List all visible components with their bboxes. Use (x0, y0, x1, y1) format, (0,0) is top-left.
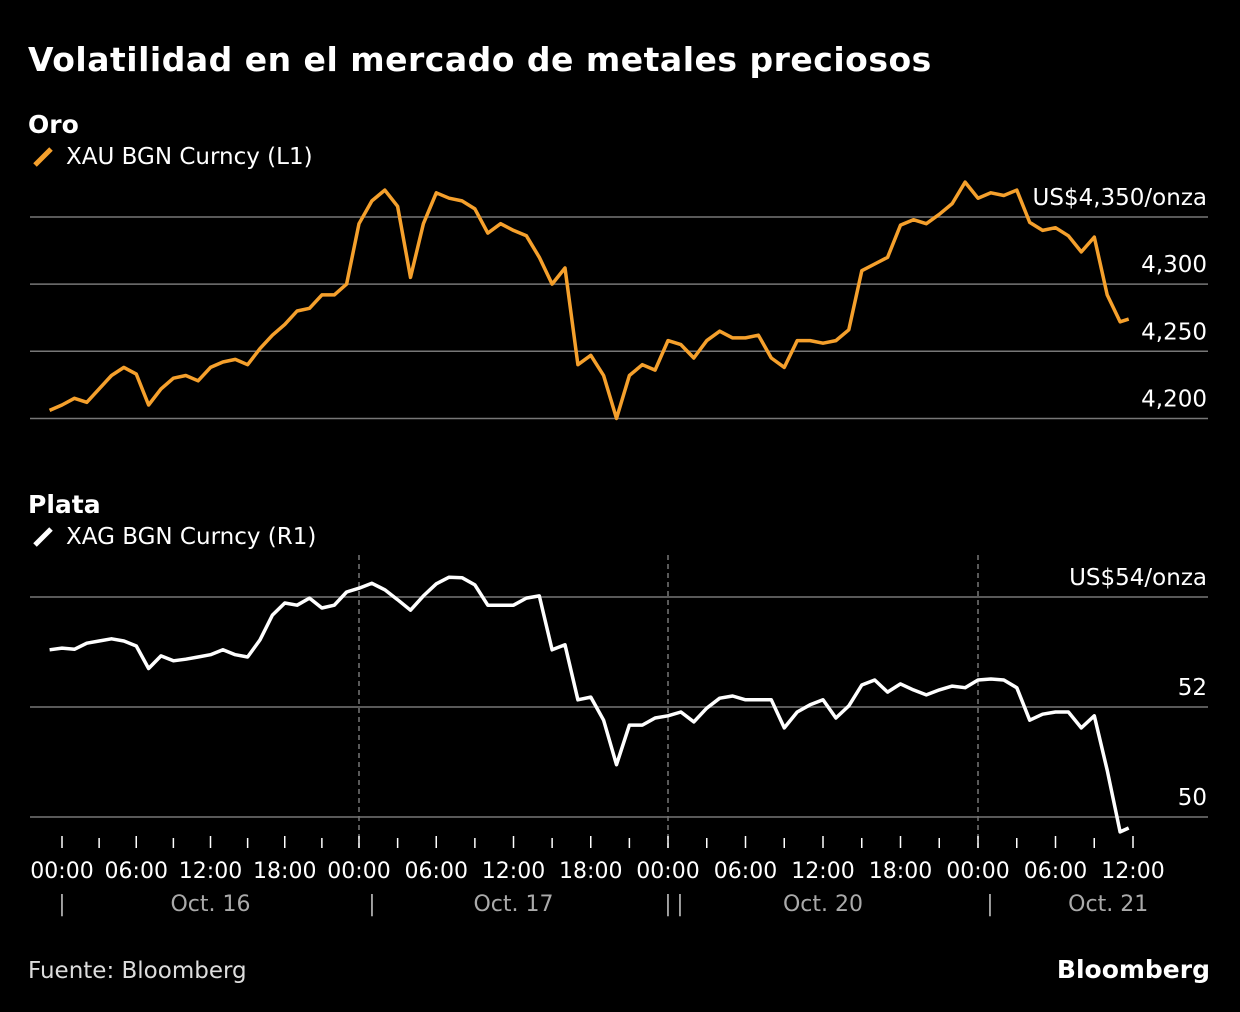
date-separator: | (676, 892, 683, 917)
x-time-label: 12:00 (1101, 859, 1164, 884)
gold-legend: XAU BGN Curncy (L1) (32, 144, 313, 170)
gold-y-tick-label: 4,300 (1141, 252, 1207, 278)
source-note: Fuente: Bloomberg (28, 958, 247, 984)
x-time-label: 18:00 (559, 859, 622, 884)
chart-title: Volatilidad en el mercado de metales pre… (28, 40, 932, 79)
gold-y-tick-label: 4,200 (1141, 386, 1207, 412)
bloomberg-logo: Bloomberg (1056, 955, 1210, 984)
x-time-label: 00:00 (327, 859, 390, 884)
x-time-label: 06:00 (105, 859, 168, 884)
silver-legend-label: XAG BGN Curncy (R1) (66, 524, 317, 550)
gold-panel-title: Oro (28, 110, 79, 139)
x-date-label: Oct. 21 (1068, 892, 1148, 917)
silver-price-line (49, 575, 1130, 834)
date-separator: | (664, 892, 671, 917)
silver-legend: XAG BGN Curncy (R1) (32, 524, 316, 550)
date-separator: | (368, 892, 375, 917)
x-time-label: 12:00 (179, 859, 242, 884)
gold-legend-line-icon (33, 147, 53, 167)
gold-y-tick-label: 4,250 (1141, 319, 1207, 345)
x-time-label: 00:00 (636, 859, 699, 884)
gold-y-tick-label: US$4,350/onza (1033, 185, 1207, 211)
silver-y-tick-label: US$54/onza (1069, 565, 1207, 591)
silver-y-tick-label: 50 (1178, 785, 1207, 811)
x-time-label: 06:00 (714, 859, 777, 884)
silver-legend-line-icon (33, 527, 53, 547)
date-separator: | (58, 892, 65, 917)
date-separator: | (986, 892, 993, 917)
x-date-label: Oct. 20 (783, 892, 863, 917)
x-date-label: Oct. 16 (170, 892, 250, 917)
x-date-label: Oct. 17 (473, 892, 553, 917)
x-time-label: 00:00 (946, 859, 1009, 884)
silver-y-tick-label: 52 (1178, 675, 1207, 701)
x-time-label: 12:00 (791, 859, 854, 884)
gold-legend-label: XAU BGN Curncy (L1) (66, 144, 313, 170)
x-time-label: 06:00 (405, 859, 468, 884)
silver-panel-title: Plata (28, 490, 101, 519)
x-time-label: 06:00 (1024, 859, 1087, 884)
x-time-label: 00:00 (30, 859, 93, 884)
x-time-label: 18:00 (253, 859, 316, 884)
x-time-label: 12:00 (482, 859, 545, 884)
x-time-label: 18:00 (869, 859, 932, 884)
gold-price-line (48, 180, 1130, 421)
